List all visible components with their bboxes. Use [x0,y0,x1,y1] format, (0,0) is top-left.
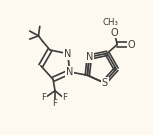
Text: S: S [102,78,108,88]
Text: N: N [86,52,93,62]
Text: F: F [62,93,67,102]
Text: N: N [66,67,73,77]
Text: F: F [52,99,58,108]
Text: F: F [41,93,46,102]
Text: O: O [111,28,118,38]
Text: CH₃: CH₃ [103,18,118,27]
Text: N: N [64,49,71,59]
Text: O: O [127,40,135,50]
